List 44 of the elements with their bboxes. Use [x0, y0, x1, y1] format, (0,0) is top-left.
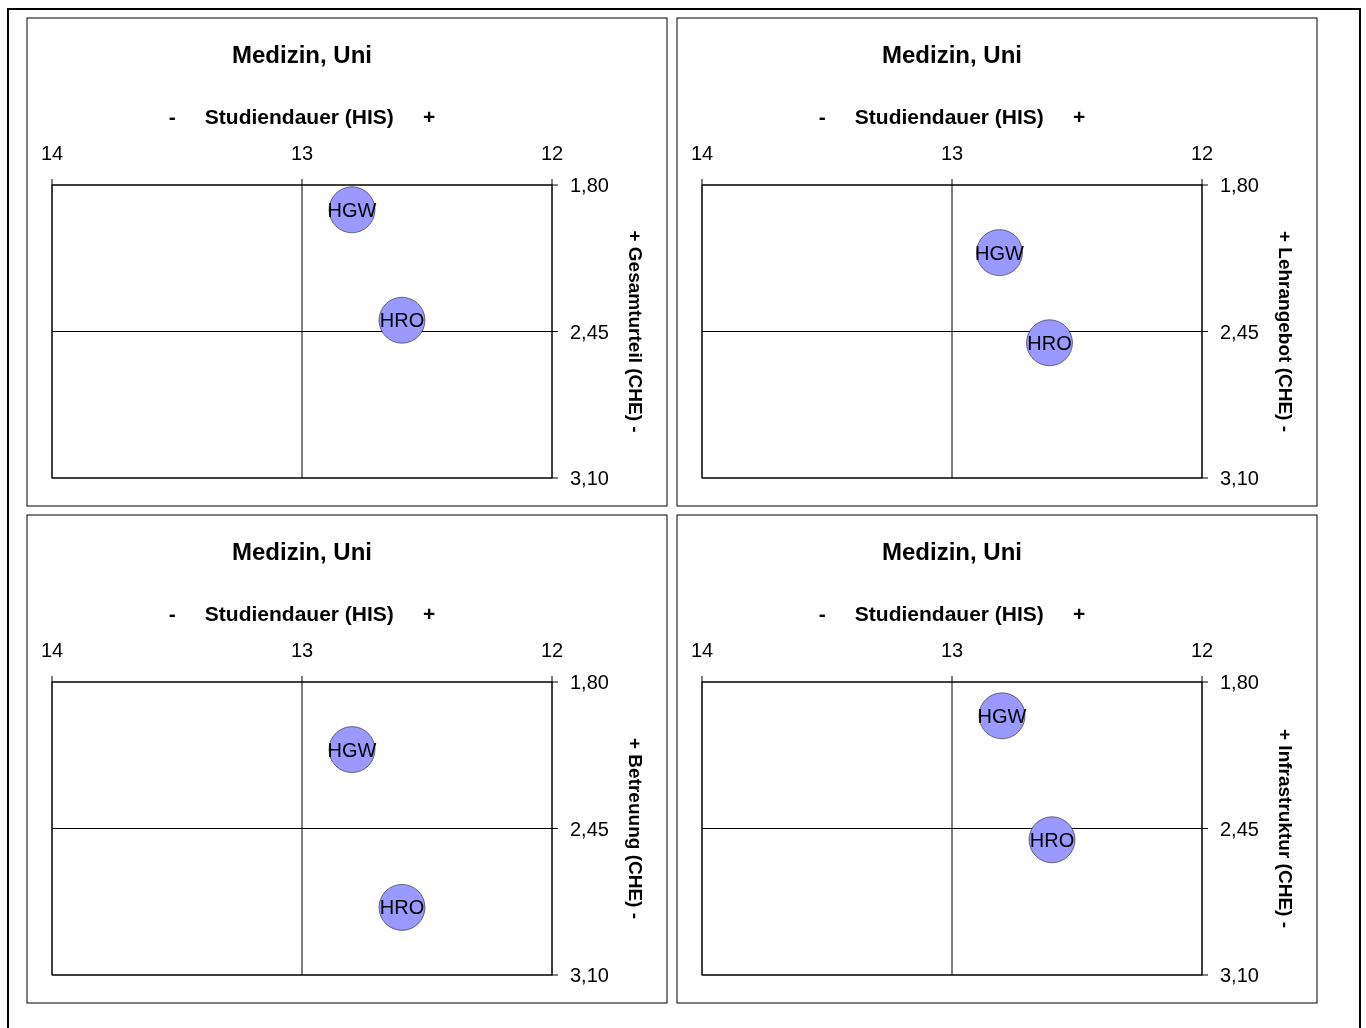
x-tick-label: 13 — [290, 142, 314, 164]
annotation: HRO — [1027, 331, 1072, 354]
y-axis-title: + Lehrangebot (CHE) - — [1275, 230, 1296, 433]
chart-title: Medizin, Uni — [882, 538, 1022, 565]
annotation: HGW — [977, 704, 1027, 727]
y-tick-label: 2,45 — [1220, 320, 1259, 343]
x-tick-label: 12 — [1190, 142, 1214, 164]
x-tick-label: 13 — [940, 142, 964, 164]
y-axis-title: + Infrastruktur (CHE) - — [1275, 729, 1296, 928]
y-tick-label: 1,80 — [570, 174, 609, 196]
y-tick-label: 3,10 — [1220, 964, 1259, 986]
annotation: HRO — [379, 896, 425, 919]
annotation: HGW — [975, 241, 1025, 264]
x-tick-label: 14 — [40, 142, 64, 164]
chart-title: Medizin, Uni — [232, 41, 372, 68]
y-tick-label: 3,10 — [570, 467, 609, 489]
x-tick-label: 13 — [290, 639, 314, 661]
x-tick-label: 12 — [540, 142, 564, 164]
y-tick-label: 2,45 — [1220, 817, 1259, 840]
x-tick-label: 14 — [690, 639, 714, 661]
y-tick-label: 2,45 — [570, 320, 609, 343]
annotation: HRO — [1029, 828, 1075, 851]
chart-title: Medizin, Uni — [232, 538, 372, 565]
annotation: HRO — [379, 309, 425, 332]
x-tick-label: 12 — [540, 639, 564, 661]
x-tick-label: 14 — [40, 639, 64, 661]
y-tick-label: 3,10 — [1220, 467, 1259, 489]
x-tick-label: 12 — [1190, 639, 1214, 661]
x-tick-label: 14 — [690, 142, 714, 164]
x-axis-title: - Studiendauer (HIS) + — [168, 602, 436, 625]
y-tick-label: 3,10 — [570, 964, 609, 986]
x-axis-title: - Studiendauer (HIS) + — [818, 602, 1086, 625]
y-tick-label: 1,80 — [1220, 174, 1259, 196]
x-tick-label: 13 — [940, 639, 964, 661]
y-axis-title: + Gesamturteil (CHE) - — [625, 230, 646, 433]
y-tick-label: 1,80 — [1220, 671, 1259, 693]
x-axis-title: - Studiendauer (HIS) + — [818, 105, 1086, 128]
annotation: HGW — [327, 738, 377, 761]
y-axis-title: + Betreuung (CHE) - — [625, 737, 646, 920]
y-tick-label: 1,80 — [570, 671, 609, 693]
annotation: HGW — [327, 198, 377, 221]
x-axis-title: - Studiendauer (HIS) + — [168, 105, 436, 128]
chart-title: Medizin, Uni — [882, 41, 1022, 68]
y-tick-label: 2,45 — [570, 817, 609, 840]
